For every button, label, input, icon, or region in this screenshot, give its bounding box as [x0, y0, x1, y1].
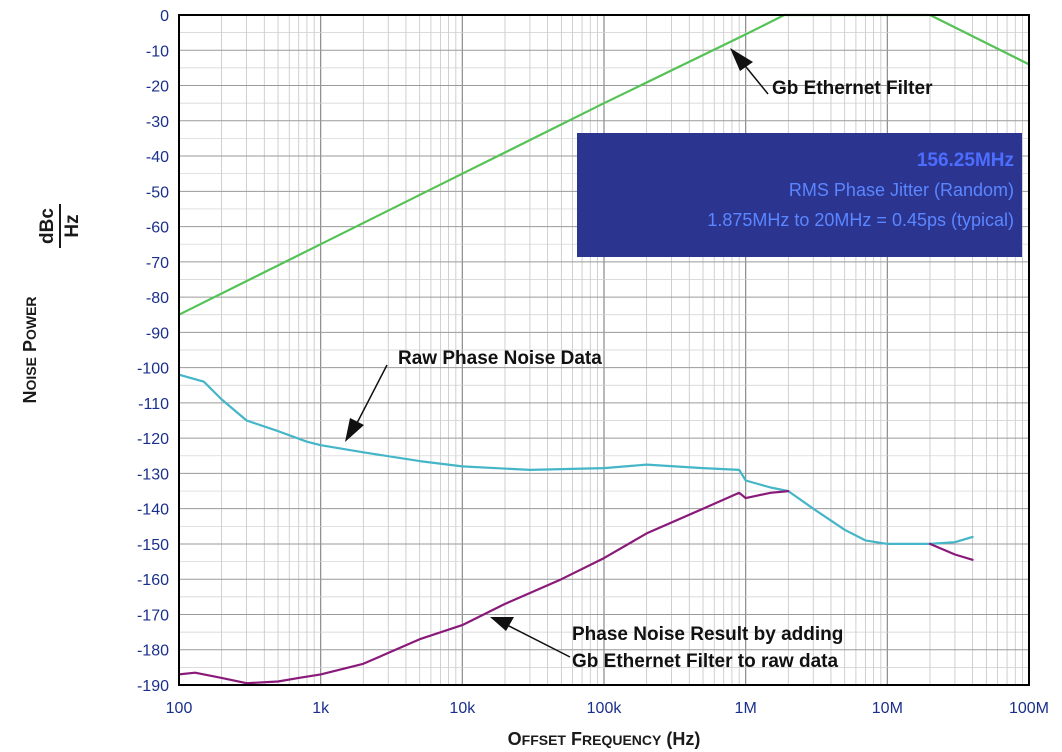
info-frequency: 156.25MHz	[917, 150, 1014, 171]
y-tick-label: -100	[137, 361, 169, 378]
raw-callout-leader	[355, 364, 388, 426]
x-tick-label: 1M	[735, 700, 757, 717]
y-tick-label: -150	[137, 537, 169, 554]
x-tick-label: 10M	[872, 700, 903, 717]
result-callout-line1: Phase Noise Result by adding	[572, 624, 843, 645]
info-box: 156.25MHz RMS Phase Jitter (Random) 1.87…	[577, 133, 1022, 257]
y-tick-label: -60	[146, 220, 169, 237]
x-tick-label: 10k	[449, 700, 476, 717]
result-callout-leader	[506, 624, 571, 658]
plot-frame	[178, 14, 1030, 686]
y-tick-label: -170	[137, 607, 169, 624]
raw-callout-label: Raw Phase Noise Data	[398, 348, 602, 369]
result-callout-arrowhead	[490, 617, 514, 631]
y-tick-label: -40	[146, 149, 169, 166]
result-callout: Phase Noise Result by adding Gb Ethernet…	[490, 617, 843, 672]
raw-callout-arrowhead	[345, 418, 364, 442]
y-tick-labels: 0 -10 -20 -30 -40 -50 -60 -70 -80 -90 -100 -110 -120…	[137, 8, 169, 695]
series-line-result-tail	[928, 542, 974, 561]
series-line-raw	[177, 373, 974, 545]
y-tick-label: -20	[146, 79, 169, 96]
y-tick-label: -70	[146, 255, 169, 272]
filter-callout-label: Gb Ethernet Filter	[772, 78, 933, 99]
series-line-result	[177, 490, 790, 685]
y-tick-label: -190	[137, 678, 169, 695]
x-tick-label: 100	[166, 700, 193, 717]
y-unit-numerator: dBc	[37, 208, 58, 244]
x-tick-label: 1k	[312, 700, 330, 717]
y-tick-label: -180	[137, 643, 169, 660]
filter-callout-arrowhead	[730, 48, 753, 71]
info-jitter-title: RMS Phase Jitter (Random)	[789, 180, 1014, 200]
raw-callout: Raw Phase Noise Data	[345, 348, 602, 442]
result-callout-line2: Gb Ethernet Filter to raw data	[572, 651, 838, 672]
y-axis-title-text: NOISE POWER	[20, 296, 40, 403]
y-axis-title: NOISE POWER	[20, 296, 40, 403]
y-tick-label: -140	[137, 502, 169, 519]
y-unit-denominator: Hz	[62, 214, 83, 237]
y-tick-label: -120	[137, 431, 169, 448]
x-tick-labels: 100 1k 10k 100k 1M 10M 100M	[166, 700, 1049, 717]
x-axis-title: OFFSET FREQUENCY (Hz)	[508, 729, 701, 749]
y-tick-label: 0	[160, 8, 169, 25]
filter-callout: Gb Ethernet Filter	[730, 48, 933, 99]
y-tick-label: -130	[137, 466, 169, 483]
y-tick-label: -160	[137, 572, 169, 589]
x-tick-label: 100M	[1009, 700, 1049, 717]
filter-callout-leader	[741, 61, 769, 95]
y-tick-label: -50	[146, 184, 169, 201]
info-jitter-value: 1.875MHz to 20MHz = 0.45ps (typical)	[707, 210, 1014, 230]
info-box-background	[577, 133, 1022, 257]
x-tick-label: 100k	[587, 700, 623, 717]
y-tick-label: -10	[146, 43, 169, 60]
y-tick-label: -90	[146, 325, 169, 342]
y-tick-label: -30	[146, 114, 169, 131]
y-tick-label: -110	[138, 396, 169, 413]
y-tick-label: -80	[146, 290, 169, 307]
y-axis-unit: dBc Hz	[37, 204, 83, 248]
